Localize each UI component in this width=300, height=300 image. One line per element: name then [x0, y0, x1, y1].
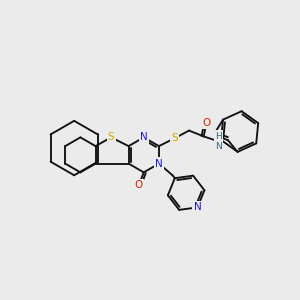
Text: N: N	[140, 132, 148, 142]
Text: N: N	[194, 202, 201, 212]
Text: H
N: H N	[215, 131, 222, 151]
Text: O: O	[202, 118, 211, 128]
Text: N: N	[155, 159, 163, 169]
Text: S: S	[108, 132, 114, 142]
Text: S: S	[171, 133, 178, 143]
Text: O: O	[135, 180, 143, 190]
